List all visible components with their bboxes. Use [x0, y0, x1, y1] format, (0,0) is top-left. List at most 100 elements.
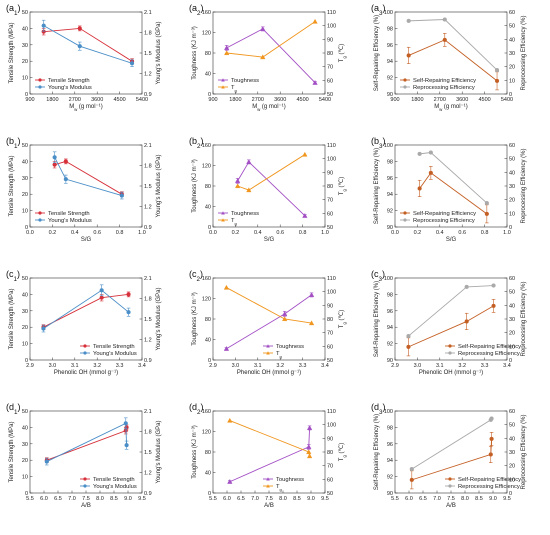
- right-tick-label: 60: [509, 10, 515, 16]
- right-tick-label: 80: [327, 450, 333, 456]
- data-point: [306, 449, 312, 455]
- x-axis-label: Mw (g mol⁻¹): [69, 104, 103, 112]
- data-point: [489, 416, 494, 421]
- panel-label-sub: 1: [14, 143, 18, 150]
- left-tick-label: 98: [387, 26, 393, 32]
- data-point: [484, 211, 489, 216]
- left-tick-label: 20: [22, 325, 28, 331]
- data-point: [124, 443, 129, 448]
- panel-label-main: (d: [189, 402, 197, 412]
- left-tick-label: 90: [387, 358, 393, 364]
- x-tick-label: 0.6: [93, 230, 101, 236]
- right-tick-label: 30: [509, 317, 515, 323]
- data-point: [491, 303, 496, 308]
- legend-entry-main: T: [231, 218, 235, 224]
- right-tick-label: 100: [327, 290, 336, 296]
- x-tick-label: 4500: [113, 97, 125, 103]
- left-tick-label: 120: [202, 297, 211, 303]
- right-tick-label: 40: [509, 37, 515, 43]
- left-tick-label: 40: [22, 26, 28, 32]
- series-line: [226, 287, 312, 324]
- legend-entry: Young's Modulus: [93, 484, 137, 490]
- left-tick-label: 40: [205, 471, 211, 477]
- data-point: [306, 453, 313, 459]
- legend-swatch-marker: [38, 78, 42, 82]
- x-tick-label: 7.5: [265, 496, 273, 502]
- x-tick-label: 4500: [296, 97, 308, 103]
- x-tick-label: 0.8: [116, 230, 124, 236]
- x-tick-label: 1.0: [138, 230, 146, 236]
- right-tick-label: 70: [327, 331, 333, 337]
- data-point: [306, 444, 312, 449]
- left-axis-label: Toughness (KJ m⁻³): [192, 159, 198, 213]
- data-point: [442, 17, 447, 22]
- x-tick-label: 2.9: [391, 363, 399, 369]
- panel-label-close: ): [383, 402, 386, 412]
- x-axis-label-sub: w: [74, 107, 78, 112]
- legend-swatch-marker: [403, 85, 407, 89]
- right-tick-label: 100: [327, 24, 336, 30]
- right-tick-label: 110: [327, 10, 336, 16]
- right-tick-label: 100: [327, 157, 336, 163]
- x-tick-label: 3.0: [414, 363, 422, 369]
- x-tick-label: 0.2: [49, 230, 57, 236]
- panel-c2: (c2) 2.9 3.0 3.1 3.2 3.3 3.4 0 40 80 120 160 50 60 70 8…: [189, 269, 347, 376]
- right-tick-label: 30: [509, 51, 515, 57]
- right-axis-label-tail: (℃): [339, 44, 345, 56]
- x-axis-label-main: Phenolic OH (mmol g⁻¹): [419, 370, 483, 376]
- right-tick-label: 40: [509, 436, 515, 442]
- data-point: [406, 18, 411, 23]
- legend-entry: Tensile Strength: [48, 78, 90, 84]
- data-point: [282, 311, 288, 316]
- left-tick-label: 50: [22, 10, 28, 16]
- series-line: [226, 28, 316, 84]
- x-tick-label: 7.5: [447, 496, 455, 502]
- panel-label-main: (c: [189, 269, 197, 279]
- right-tick-label: 90: [327, 436, 333, 442]
- left-tick-label: 20: [22, 458, 28, 464]
- left-tick-label: 40: [22, 425, 28, 431]
- data-point: [442, 37, 447, 42]
- x-tick-label: 3.3: [299, 363, 307, 369]
- panel-label-main: (c: [6, 269, 14, 279]
- legend-entry-main: T: [276, 351, 280, 357]
- x-axis-label-sub: w: [439, 107, 443, 112]
- panel-label-main: (c: [371, 269, 379, 279]
- right-axis-label-main: T: [339, 191, 345, 195]
- panel-label: (b3): [371, 136, 386, 150]
- left-tick-label: 94: [387, 192, 393, 198]
- left-axis-label: Tensile Strength (MPa): [9, 421, 15, 482]
- legend-swatch-marker: [83, 344, 87, 348]
- left-tick-label: 80: [205, 51, 211, 57]
- left-tick-label: 20: [22, 192, 28, 198]
- right-tick-label: 60: [327, 477, 333, 483]
- left-tick-label: 90: [387, 92, 393, 98]
- right-axis-label: Reprocessing Efficiency (%): [521, 282, 527, 357]
- data-point: [417, 151, 422, 156]
- right-tick-label: 70: [327, 198, 333, 204]
- right-tick-label: 50: [509, 24, 515, 30]
- series-red: [41, 25, 135, 64]
- data-point: [302, 151, 308, 157]
- left-tick-label: 0: [208, 358, 211, 364]
- legend-entry: Self-Repairing Efficiency: [413, 78, 476, 84]
- left-tick-label: 30: [22, 442, 28, 448]
- panel-label: (c1): [6, 269, 20, 283]
- right-tick-label: 110: [327, 409, 336, 415]
- data-point: [224, 50, 230, 56]
- left-tick-label: 50: [22, 276, 28, 282]
- series-line: [411, 418, 492, 470]
- legend-entry: Tg: [231, 218, 237, 226]
- x-axis-label-main: S/G: [264, 237, 275, 243]
- legend-swatch-marker: [448, 344, 452, 348]
- right-tick-label: 40: [509, 303, 515, 309]
- panel-label-close: ): [17, 269, 20, 279]
- right-tick-label: 1.2: [144, 471, 152, 477]
- x-tick-label: 6.5: [54, 496, 62, 502]
- left-tick-label: 100: [384, 276, 393, 282]
- data-point: [63, 177, 68, 182]
- data-point: [260, 54, 266, 60]
- right-tick-label: 0: [509, 225, 512, 231]
